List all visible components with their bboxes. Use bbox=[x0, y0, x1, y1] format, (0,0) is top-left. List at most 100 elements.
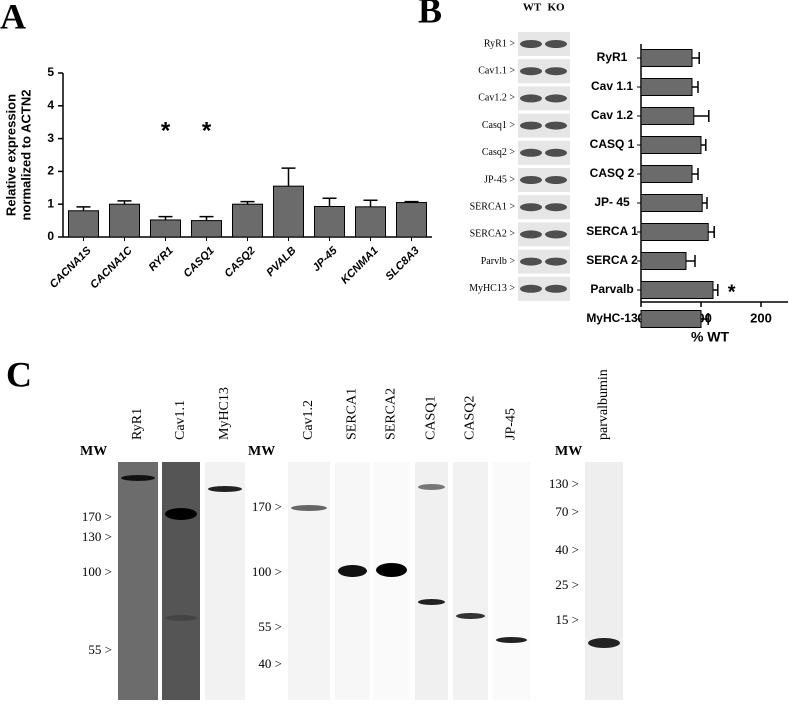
blot-band bbox=[520, 257, 542, 266]
y-tick-label: 1 bbox=[47, 196, 54, 210]
blot-lane bbox=[288, 462, 330, 700]
error-bar bbox=[692, 168, 699, 180]
x-tick-label: KCNMA1 bbox=[339, 245, 381, 287]
blot-label: JP-45 > bbox=[484, 174, 515, 185]
error-bar bbox=[692, 81, 699, 93]
bar bbox=[150, 219, 181, 238]
bar bbox=[640, 78, 693, 96]
x-tick-label: PVALB bbox=[264, 245, 298, 279]
blot-band bbox=[545, 203, 567, 212]
mw-label: 100 > bbox=[252, 564, 282, 579]
bar bbox=[355, 206, 386, 238]
mw-label: 70 > bbox=[555, 504, 579, 519]
blot-label: Casq2 > bbox=[482, 147, 516, 158]
blot-lane bbox=[373, 462, 410, 700]
y-tick-label: MyHC-13 bbox=[586, 311, 638, 325]
y-tick-label: Cav 1.1 bbox=[591, 79, 633, 93]
blot-lane bbox=[493, 462, 530, 700]
lane-label: SERCA1 bbox=[345, 388, 360, 440]
bar bbox=[640, 165, 693, 183]
lane-label: JP-45 bbox=[504, 408, 519, 440]
bar bbox=[191, 220, 222, 238]
bar bbox=[640, 310, 702, 328]
lane-label: Cav1.1 bbox=[173, 400, 188, 440]
annotation: * bbox=[161, 117, 171, 144]
error-bar bbox=[701, 313, 709, 325]
blot-band bbox=[545, 148, 567, 157]
bar bbox=[640, 223, 709, 241]
blot-band bbox=[338, 565, 367, 577]
mw-label: 40 > bbox=[555, 542, 579, 557]
blot-lane bbox=[585, 462, 623, 700]
x-tick-label: CACNA1C bbox=[88, 244, 135, 291]
blot-band bbox=[520, 40, 542, 48]
annotation: * bbox=[728, 281, 736, 303]
y-tick-label: JP- 45 bbox=[594, 195, 630, 209]
blot-band bbox=[520, 67, 542, 76]
blot-label: Casq1 > bbox=[482, 120, 516, 131]
blot-header: WT bbox=[523, 2, 542, 14]
mw-title: MW bbox=[248, 444, 275, 459]
blot-label: MyHC13 > bbox=[469, 283, 515, 294]
lane-label: Cav1.2 bbox=[301, 400, 316, 440]
blot-band bbox=[545, 230, 567, 239]
blot-label: Parvlb > bbox=[481, 256, 516, 267]
x-tick-label: 200 bbox=[750, 310, 772, 325]
error-bar bbox=[199, 215, 214, 221]
blot-band bbox=[208, 486, 242, 492]
x-tick-label: CASQ2 bbox=[222, 245, 257, 280]
x-tick-label: SLC8A3 bbox=[383, 245, 421, 283]
blot-label: Cav1.1 > bbox=[478, 65, 515, 76]
bar bbox=[232, 203, 263, 238]
y-tick-label: CASQ 1 bbox=[590, 137, 635, 151]
mw-title: MW bbox=[80, 444, 107, 459]
error-bar bbox=[322, 197, 337, 207]
mw-title: MW bbox=[555, 444, 582, 459]
y-tick-label: Parvalb bbox=[590, 282, 633, 296]
x-tick-label: CACNA1S bbox=[48, 244, 95, 291]
blot-lane bbox=[453, 462, 488, 700]
blot-band bbox=[121, 475, 155, 481]
bar bbox=[314, 205, 345, 238]
blot-band bbox=[545, 257, 567, 266]
blot-band bbox=[545, 67, 567, 76]
mw-label: 100 > bbox=[82, 564, 112, 579]
y-tick-label: Cav 1.2 bbox=[591, 108, 633, 122]
blot-band bbox=[588, 638, 620, 648]
blot-header: KO bbox=[547, 2, 565, 14]
blot-label: Cav1.2 > bbox=[478, 93, 515, 104]
bar bbox=[640, 252, 687, 270]
y-tick-label: 5 bbox=[47, 65, 54, 79]
blot-lane bbox=[205, 462, 245, 700]
y-tick-label: CASQ 2 bbox=[590, 166, 635, 180]
blot-label: SERCA1 > bbox=[470, 201, 516, 212]
bar bbox=[640, 281, 714, 299]
lane-label: CASQ1 bbox=[424, 396, 439, 440]
mw-label: 170 > bbox=[252, 499, 282, 514]
y-axis-title: Relative expression bbox=[3, 94, 18, 216]
blot-strip bbox=[518, 59, 570, 84]
blot-band bbox=[520, 121, 542, 130]
blot-label: SERCA2 > bbox=[470, 229, 516, 240]
error-bar bbox=[76, 206, 91, 211]
x-tick-label: JP-45 bbox=[310, 244, 340, 274]
blot-band bbox=[291, 505, 327, 511]
error-bar bbox=[713, 284, 719, 296]
y-tick-label: SERCA 1 bbox=[586, 224, 638, 238]
blot-band bbox=[418, 484, 445, 490]
blot-band bbox=[496, 637, 527, 643]
error-bar bbox=[240, 200, 255, 205]
mw-label: 40 > bbox=[258, 656, 282, 671]
blot-band bbox=[165, 615, 197, 621]
annotation: * bbox=[202, 117, 212, 144]
error-bar bbox=[363, 199, 378, 207]
blot-band bbox=[545, 176, 567, 184]
error-bar bbox=[281, 167, 296, 187]
y-tick-label: 0 bbox=[47, 229, 54, 243]
mw-label: 15 > bbox=[555, 612, 579, 627]
y-tick-label: 4 bbox=[47, 98, 54, 112]
blot-lane bbox=[415, 462, 448, 700]
error-bar bbox=[693, 110, 710, 122]
blot-band bbox=[520, 203, 542, 212]
